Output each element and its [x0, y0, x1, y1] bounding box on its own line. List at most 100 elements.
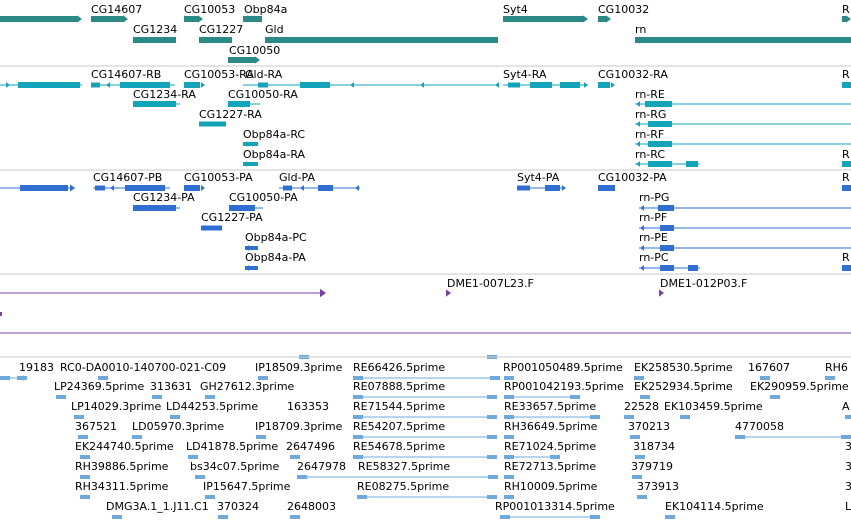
- feature-label[interactable]: CG10050-PA: [229, 191, 298, 204]
- feature-label[interactable]: RE08275.5prime: [357, 480, 449, 493]
- feature-label[interactable]: 313631: [150, 380, 192, 393]
- feature-label[interactable]: R: [842, 3, 850, 16]
- feature-label[interactable]: 19183: [19, 361, 54, 374]
- feature-label[interactable]: DMG3A.1_1.J11.C1: [106, 500, 209, 513]
- feature-label[interactable]: RH36649.5prime: [504, 420, 598, 433]
- feature-label[interactable]: RE33657.5prime: [504, 400, 596, 413]
- feature-label[interactable]: rn-RE: [635, 88, 665, 101]
- feature-label[interactable]: IP18509.3prime: [255, 361, 343, 374]
- feature-label[interactable]: EK244740.5prime: [75, 440, 174, 453]
- feature-label[interactable]: RH39886.5prime: [75, 460, 169, 473]
- feature-label[interactable]: R: [842, 148, 850, 161]
- feature-label[interactable]: 22528: [624, 400, 659, 413]
- feature-label[interactable]: 379719: [631, 460, 673, 473]
- feature-label[interactable]: RC0-DA0010-140700-021-C09: [60, 361, 226, 374]
- feature-label[interactable]: RH34311.5prime: [75, 480, 169, 493]
- feature-label[interactable]: CG14607: [91, 3, 142, 16]
- feature-label[interactable]: R: [842, 171, 850, 184]
- feature-label[interactable]: rn-PF: [639, 211, 667, 224]
- feature-label[interactable]: RE54207.5prime: [353, 420, 445, 433]
- feature-label[interactable]: Obp84a-PA: [245, 251, 306, 264]
- feature-label[interactable]: CG10053-RA: [184, 68, 254, 81]
- feature-label[interactable]: Gld-RA: [245, 68, 283, 81]
- feature-label[interactable]: RE66426.5prime: [353, 361, 445, 374]
- feature-label[interactable]: CG10032-PA: [598, 171, 667, 184]
- feature-label[interactable]: IP18709.3prime: [255, 420, 343, 433]
- feature-label[interactable]: LD05970.3prime: [132, 420, 224, 433]
- feature-label[interactable]: LD44253.5prime: [166, 400, 258, 413]
- feature-label[interactable]: RP001042193.5prime: [504, 380, 624, 393]
- feature-label[interactable]: A: [842, 400, 850, 413]
- feature-label[interactable]: DME1-007L23.F: [447, 277, 534, 290]
- feature-label[interactable]: RH10009.5prime: [504, 480, 598, 493]
- feature-label[interactable]: CG1234-PA: [133, 191, 195, 204]
- feature-label[interactable]: rn-RC: [635, 148, 665, 161]
- feature-label[interactable]: 167607: [748, 361, 790, 374]
- feature-label[interactable]: Obp84a-RA: [243, 148, 306, 161]
- feature-label[interactable]: Gld-PA: [279, 171, 315, 184]
- feature-label[interactable]: 370324: [217, 500, 259, 513]
- feature-label[interactable]: CG1227: [199, 23, 243, 36]
- feature-label[interactable]: RP001050489.5prime: [503, 361, 623, 374]
- feature-label[interactable]: EK258530.5prime: [634, 361, 733, 374]
- feature-label[interactable]: 318734: [633, 440, 675, 453]
- feature-label[interactable]: CG10032-RA: [598, 68, 668, 81]
- feature-label[interactable]: LD41878.5prime: [186, 440, 278, 453]
- feature-label[interactable]: CG14607-PB: [93, 171, 162, 184]
- feature-label[interactable]: RE58327.5prime: [358, 460, 450, 473]
- feature-label[interactable]: 367521: [75, 420, 117, 433]
- feature-label[interactable]: 4770058: [735, 420, 784, 433]
- feature-label[interactable]: CG1234: [133, 23, 177, 36]
- feature-label[interactable]: IP15647.5prime: [203, 480, 291, 493]
- feature-label[interactable]: RH6: [825, 361, 848, 374]
- feature-label[interactable]: CG10032: [598, 3, 649, 16]
- feature-label[interactable]: 3: [845, 460, 851, 473]
- feature-label[interactable]: rn-RF: [635, 128, 664, 141]
- feature-label[interactable]: CG1227-RA: [199, 108, 262, 121]
- feature-label[interactable]: RE71544.5prime: [353, 400, 445, 413]
- feature-label[interactable]: DME1-012P03.F: [660, 277, 747, 290]
- feature-label[interactable]: EK104114.5prime: [665, 500, 764, 513]
- feature-label[interactable]: CG10050-RA: [228, 88, 298, 101]
- feature-label[interactable]: EK290959.5prime: [750, 380, 849, 393]
- feature-label[interactable]: 370213: [628, 420, 670, 433]
- feature-label[interactable]: RP001013314.5prime: [495, 500, 615, 513]
- feature-label[interactable]: Syt4-RA: [503, 68, 547, 81]
- feature-label[interactable]: LP24369.5prime: [54, 380, 145, 393]
- feature-label[interactable]: RE72713.5prime: [504, 460, 596, 473]
- feature-label[interactable]: rn: [635, 23, 646, 36]
- feature-label[interactable]: 3: [845, 440, 851, 453]
- feature-label[interactable]: Obp84a-RC: [243, 128, 305, 141]
- feature-label[interactable]: CG1227-PA: [201, 211, 263, 224]
- feature-label[interactable]: Obp84a-PC: [245, 231, 307, 244]
- feature-label[interactable]: CG1234-RA: [133, 88, 196, 101]
- feature-label[interactable]: 3: [845, 480, 851, 493]
- feature-label[interactable]: RE71024.5prime: [504, 440, 596, 453]
- feature-label[interactable]: 373913: [637, 480, 679, 493]
- feature-label[interactable]: LP14029.3prime: [71, 400, 162, 413]
- feature-label[interactable]: CG10050: [229, 44, 280, 57]
- feature-label[interactable]: CG10053-PA: [184, 171, 253, 184]
- feature-label[interactable]: 2647496: [286, 440, 335, 453]
- feature-label[interactable]: 163353: [287, 400, 329, 413]
- feature-label[interactable]: EK252934.5prime: [634, 380, 733, 393]
- feature-label[interactable]: 2647978: [297, 460, 346, 473]
- feature-label[interactable]: RE07888.5prime: [353, 380, 445, 393]
- feature-label[interactable]: Obp84a: [244, 3, 287, 16]
- feature-label[interactable]: RE54678.5prime: [353, 440, 445, 453]
- feature-label[interactable]: 2648003: [287, 500, 336, 513]
- feature-label[interactable]: EK103459.5prime: [664, 400, 763, 413]
- feature-label[interactable]: CG14607-RB: [91, 68, 161, 81]
- feature-label[interactable]: R: [842, 68, 850, 81]
- feature-label[interactable]: rn-PC: [639, 251, 669, 264]
- feature-label[interactable]: rn-PE: [639, 231, 668, 244]
- feature-label[interactable]: rn-PG: [639, 191, 669, 204]
- feature-label[interactable]: Syt4-PA: [517, 171, 560, 184]
- feature-label[interactable]: rn-RG: [635, 108, 666, 121]
- feature-label[interactable]: R: [842, 251, 850, 264]
- feature-label[interactable]: GH27612.3prime: [200, 380, 295, 393]
- feature-label[interactable]: bs34c07.5prime: [190, 460, 280, 473]
- feature-label[interactable]: Gld: [265, 23, 284, 36]
- feature-label[interactable]: L: [845, 500, 851, 513]
- feature-label[interactable]: Syt4: [503, 3, 528, 16]
